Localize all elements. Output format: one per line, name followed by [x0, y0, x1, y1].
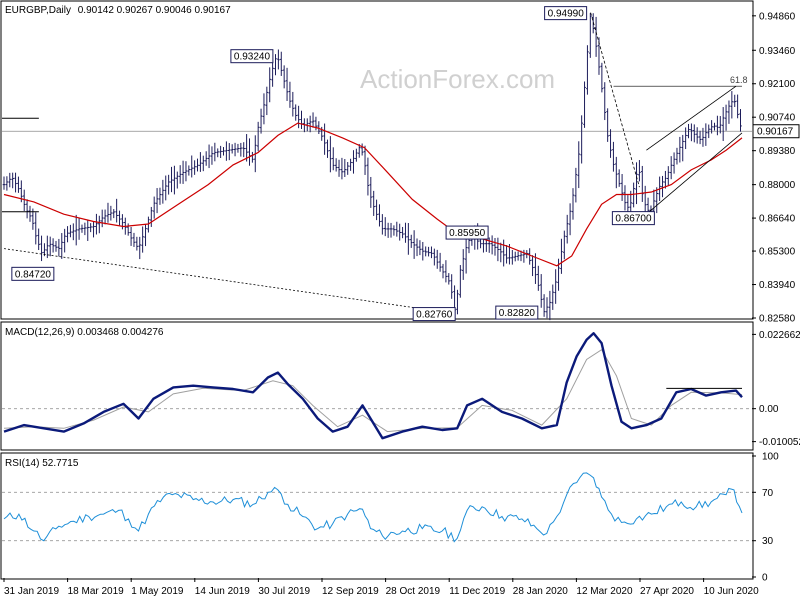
x-tick-label: 31 Jan 2019	[4, 586, 59, 597]
price-y-tick-label: 0.92100	[759, 79, 796, 90]
price-annotation-label: 0.82760	[416, 310, 453, 321]
price-annotation-label: 0.82820	[499, 308, 536, 319]
price-annotation-box	[11, 266, 55, 281]
price-annotation-box	[611, 211, 655, 226]
channel-upper-line	[646, 85, 737, 151]
price-annotation-label: 0.94990	[548, 9, 585, 20]
price-annotation-box	[544, 6, 588, 21]
price-y-tick-label: 0.94860	[759, 11, 796, 22]
series-layer	[2, 13, 743, 543]
x-tick-label: 27 Apr 2020	[640, 586, 694, 597]
x-tick-label: 18 Mar 2019	[68, 586, 125, 597]
price-y-tick-label: 0.82580	[759, 314, 796, 325]
x-tick-label: 10 Jun 2020	[704, 586, 759, 597]
macd-y-tick-label: 0.00	[759, 404, 779, 415]
x-tick-label: 28 Jan 2020	[513, 586, 568, 597]
price-y-tick-label: 0.90740	[759, 113, 796, 124]
price-annotation-label: 0.86700	[615, 214, 652, 225]
price-y-tick-label: 0.86640	[759, 214, 796, 225]
x-tick-label: 30 Jul 2019	[258, 586, 310, 597]
macd-y-tick-label: 0.022662	[759, 330, 800, 341]
price-annotation-box	[495, 305, 539, 320]
axis-layer: 0.94860 0.93460 0.92100 0.90740 0.89380 0.880…	[3, 11, 800, 597]
fib-label: 61.8	[730, 75, 748, 85]
ohlc-header: 0.90142 0.90267 0.90046 0.90167	[78, 5, 231, 16]
macd-y-tick-label: -0.010052	[759, 437, 800, 448]
watermark-text: ActionForex.com	[360, 64, 555, 94]
price-y-tick-label: 0.89380	[759, 146, 796, 157]
trend-line-dashed	[590, 12, 640, 188]
price-annotation-box	[445, 225, 489, 240]
x-tick-label: 14 Jun 2019	[195, 586, 250, 597]
price-annotation-box	[230, 49, 274, 64]
price-panel	[0, 0, 754, 320]
annotation-layer: 61.8 0.84720 0.93240 0.82760 0.85950 0.82820 0…	[2, 6, 748, 389]
price-panel-title: EURGBP,Daily 0.90142 0.90267 0.90046 0.9…	[5, 5, 231, 16]
last-price-box	[752, 124, 800, 139]
last-price-label: 0.90167	[757, 127, 794, 138]
x-tick-label: 12 Mar 2020	[576, 586, 633, 597]
rsi-y-tick-label: 70	[762, 488, 774, 499]
price-annotation-box	[412, 307, 456, 322]
x-tick-label: 28 Oct 2019	[386, 586, 441, 597]
moving-average-line	[3, 122, 743, 267]
channel-lower-line	[646, 132, 743, 215]
price-annotation-label: 0.85950	[449, 228, 486, 239]
x-tick-label: 12 Sep 2019	[322, 586, 379, 597]
price-annotation-label: 0.84720	[15, 269, 52, 280]
grid-layer	[2, 130, 752, 542]
price-annotation-label: 0.93240	[234, 52, 271, 63]
rsi-title: RSI(14) 52.7715	[5, 458, 79, 469]
rsi-line	[3, 472, 743, 543]
rsi-y-tick-label: 100	[762, 452, 779, 463]
price-y-tick-label: 0.85300	[759, 247, 796, 258]
symbol-title: EURGBP,Daily	[5, 5, 71, 16]
macd-line	[3, 332, 743, 440]
price-y-tick-label: 0.93460	[759, 46, 796, 57]
x-tick-label: 1 May 2019	[131, 586, 184, 597]
x-tick-label: 11 Dec 2019	[449, 586, 505, 597]
rsi-y-tick-label: 0	[762, 573, 768, 584]
rsi-panel	[0, 452, 754, 580]
price-y-tick-label: 0.88000	[759, 180, 796, 191]
price-y-tick-label: 0.83940	[759, 280, 796, 291]
rsi-y-tick-label: 30	[762, 536, 774, 547]
macd-title: MACD(12,26,9) 0.003468 0.004276	[5, 327, 164, 338]
